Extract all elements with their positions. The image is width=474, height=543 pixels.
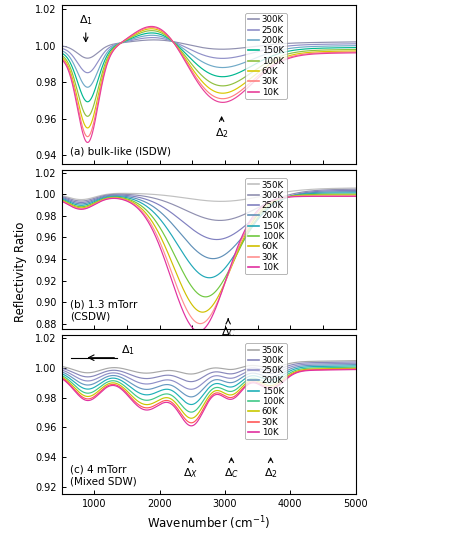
- Text: $\Delta_X$: $\Delta_X$: [183, 458, 199, 480]
- Text: $\Delta_C$: $\Delta_C$: [224, 458, 239, 480]
- Legend: 350K, 300K, 250K, 200K, 150K, 100K, 60K, 30K, 10K: 350K, 300K, 250K, 200K, 150K, 100K, 60K,…: [246, 343, 287, 439]
- Text: $\Delta_2$: $\Delta_2$: [264, 458, 278, 480]
- Text: (a) bulk-like (ISDW): (a) bulk-like (ISDW): [71, 146, 172, 156]
- Text: $\Delta_C$: $\Delta_C$: [220, 319, 236, 339]
- Text: (c) 4 mTorr
(Mixed SDW): (c) 4 mTorr (Mixed SDW): [71, 465, 137, 486]
- Legend: 300K, 250K, 200K, 150K, 100K, 60K, 30K, 10K: 300K, 250K, 200K, 150K, 100K, 60K, 30K, …: [246, 13, 287, 99]
- X-axis label: Wavenumber (cm$^{-1}$): Wavenumber (cm$^{-1}$): [147, 515, 270, 532]
- Text: $\Delta_2$: $\Delta_2$: [215, 117, 228, 140]
- Text: $\Delta_1$: $\Delta_1$: [121, 343, 135, 357]
- Text: (b) 1.3 mTorr
(CSDW): (b) 1.3 mTorr (CSDW): [71, 300, 138, 321]
- Text: Reflectivity Ratio: Reflectivity Ratio: [14, 222, 27, 321]
- Legend: 350K, 300K, 250K, 200K, 150K, 100K, 60K, 30K, 10K: 350K, 300K, 250K, 200K, 150K, 100K, 60K,…: [246, 178, 287, 274]
- Text: $\Delta_1$: $\Delta_1$: [79, 14, 93, 41]
